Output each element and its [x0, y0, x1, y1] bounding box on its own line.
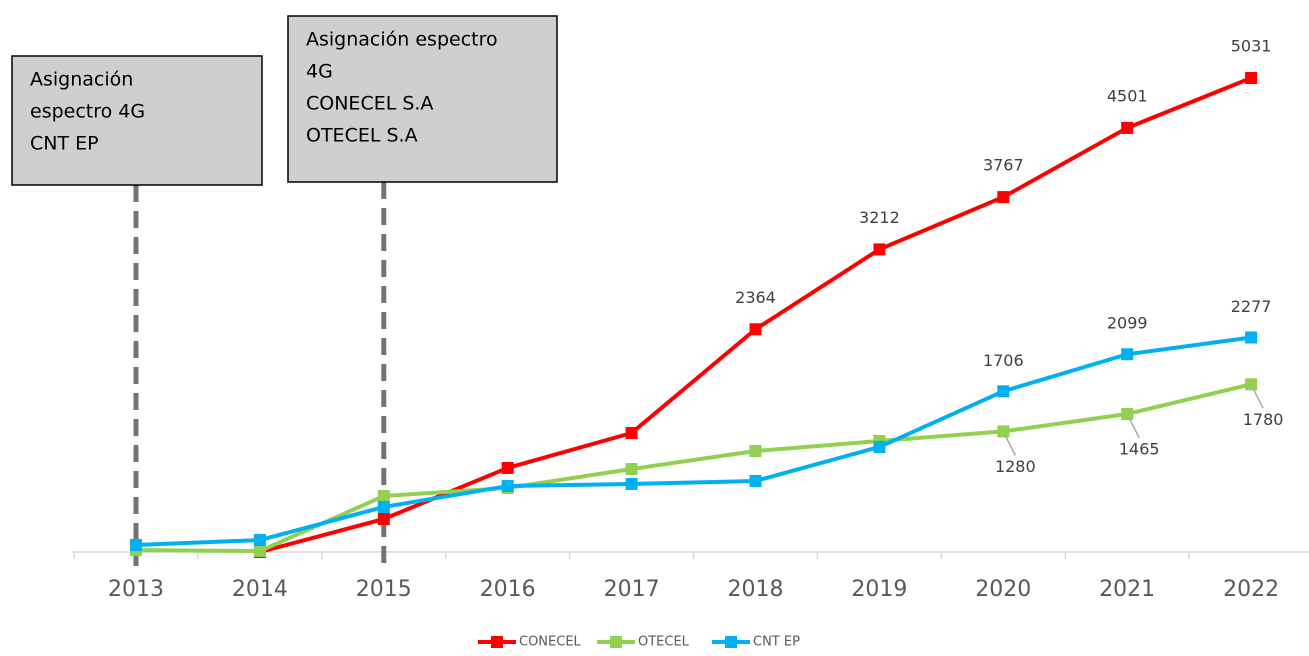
annotation-box: [11, 55, 263, 186]
legend-marker: [491, 636, 503, 648]
legend-label: CONECEL: [519, 635, 582, 650]
series-line: [135, 335, 1252, 548]
x-tick-label: 2019: [851, 577, 907, 602]
data-label: 1780: [1243, 410, 1284, 429]
data-label: 5031: [1231, 37, 1272, 56]
x-tick-label: 2020: [975, 577, 1031, 602]
data-point: [625, 462, 638, 475]
data-point: [873, 243, 886, 256]
data-point: [1245, 331, 1258, 344]
data-point: [253, 545, 266, 558]
data-point: [749, 474, 762, 487]
annotation-text: OTECEL S.A: [306, 125, 418, 147]
legend-label: CNT EP: [753, 635, 800, 650]
data-label: 3767: [983, 156, 1024, 175]
data-label: 2277: [1231, 297, 1272, 316]
x-tick-label: 2013: [108, 577, 164, 602]
annotation-box: [287, 15, 558, 183]
data-point: [377, 513, 390, 526]
data-point: [377, 500, 390, 513]
data-label: 3212: [859, 208, 900, 227]
data-point: [1245, 72, 1258, 84]
data-point: [997, 191, 1010, 204]
x-tick-label: 2015: [356, 577, 412, 602]
series-line: [135, 382, 1252, 554]
data-label: 1706: [983, 351, 1024, 370]
x-tick-label: 2014: [232, 577, 288, 602]
data-point: [1121, 348, 1134, 361]
annotation-text: CONECEL S.A: [306, 93, 433, 115]
annotation-text: espectro 4G: [30, 101, 145, 123]
data-point: [501, 480, 514, 493]
annotation-text: 4G: [306, 61, 333, 83]
legend-marker: [610, 636, 622, 648]
x-tick-label: 2022: [1223, 577, 1279, 602]
data-point: [1121, 121, 1134, 134]
data-point: [1121, 407, 1134, 420]
data-label: 2364: [735, 288, 776, 307]
x-tick-label: 2021: [1099, 577, 1155, 602]
data-point: [749, 445, 762, 458]
leader-line: [1004, 435, 1016, 456]
annotation-text: Asignación espectro: [306, 29, 498, 51]
leader-line: [1128, 417, 1140, 439]
data-point: [997, 385, 1010, 398]
data-point: [377, 490, 390, 503]
x-tick-label: 2017: [604, 577, 660, 602]
data-point: [501, 461, 514, 474]
data-point: [625, 477, 638, 490]
data-label: 2099: [1107, 314, 1148, 333]
legend-label: OTECEL: [638, 635, 690, 650]
data-point: [253, 534, 266, 547]
legend-marker: [725, 636, 737, 648]
leader-line: [1252, 387, 1264, 409]
data-point: [130, 539, 142, 552]
data-point: [1245, 378, 1258, 391]
annotation-text: Asignación: [30, 69, 133, 91]
data-point: [749, 323, 762, 336]
x-tick-label: 2018: [728, 577, 784, 602]
data-label: 1465: [1119, 439, 1160, 458]
annotation-text: CNT EP: [30, 133, 99, 155]
data-label: 4501: [1107, 86, 1148, 105]
data-label: 1280: [995, 457, 1036, 476]
data-point: [997, 425, 1010, 438]
x-tick-label: 2016: [480, 577, 536, 602]
data-point: [625, 427, 638, 440]
data-point: [873, 440, 886, 453]
